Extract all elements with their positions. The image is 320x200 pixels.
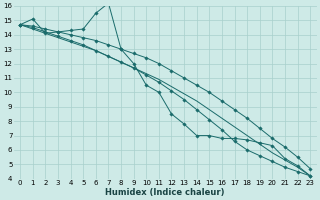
X-axis label: Humidex (Indice chaleur): Humidex (Indice chaleur): [106, 188, 225, 197]
